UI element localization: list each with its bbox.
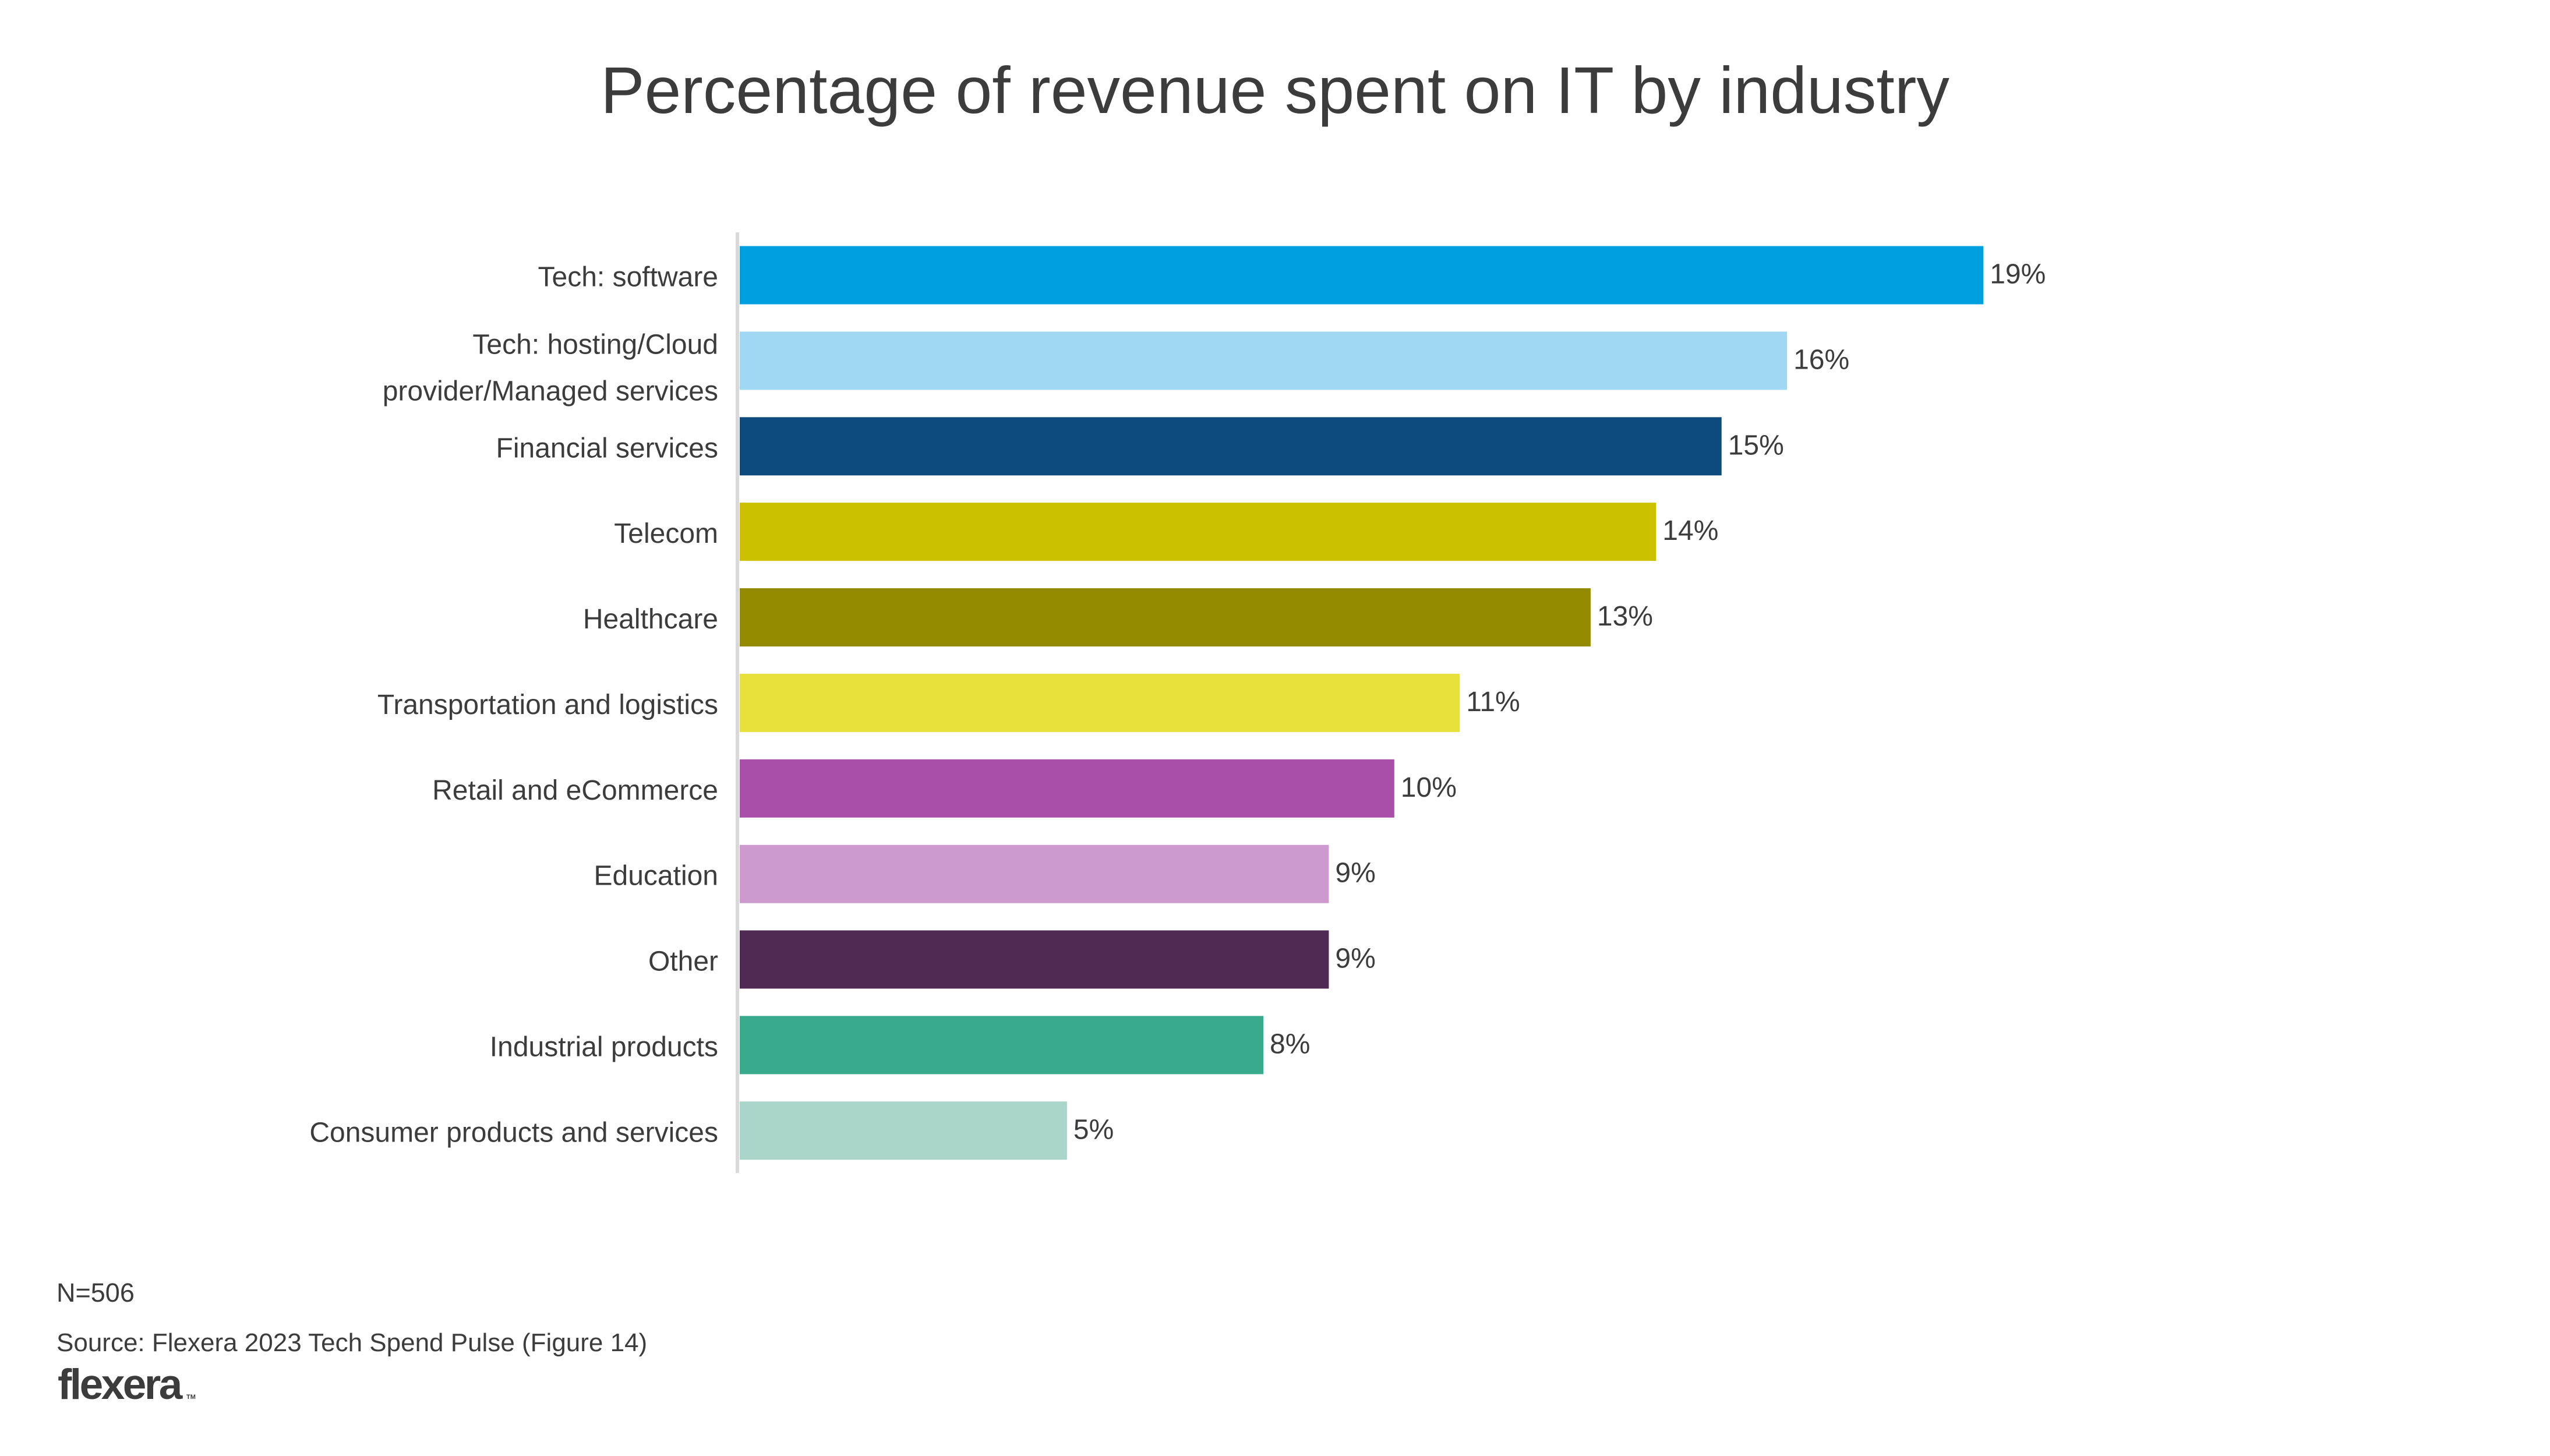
svg-text:5%: 5% (1073, 1114, 1114, 1145)
svg-text:Financial services: Financial services (496, 433, 718, 464)
svg-text:Education: Education (594, 861, 719, 892)
svg-text:9%: 9% (1335, 943, 1375, 974)
svg-text:14%: 14% (1662, 515, 1718, 546)
svg-text:Tech: software: Tech: software (538, 262, 718, 293)
svg-text:Transportation and logistics: Transportation and logistics (377, 690, 718, 720)
svg-text:Healthcare: Healthcare (583, 604, 718, 635)
svg-text:Telecom: Telecom (614, 518, 718, 549)
svg-text:19%: 19% (1990, 259, 2046, 290)
svg-text:13%: 13% (1597, 601, 1653, 632)
svg-text:9%: 9% (1335, 858, 1375, 889)
svg-text:Tech: hosting/Cloud: Tech: hosting/Cloud (472, 329, 718, 360)
svg-text:Source: Flexera 2023 Tech Spen: Source: Flexera 2023 Tech Spend Pulse (F… (56, 1328, 647, 1357)
svg-text:Consumer products and services: Consumer products and services (309, 1117, 718, 1148)
svg-text:11%: 11% (1466, 687, 1520, 718)
svg-text:15%: 15% (1728, 430, 1784, 461)
svg-text:16%: 16% (1793, 344, 1849, 375)
svg-text:TM: TM (186, 1394, 196, 1401)
svg-text:Percentage of revenue spent on: Percentage of revenue spent on IT by ind… (601, 54, 1949, 127)
svg-text:Industrial products: Industrial products (490, 1031, 718, 1062)
svg-text:N=506: N=506 (56, 1278, 135, 1307)
svg-text:provider/Managed services: provider/Managed services (383, 376, 718, 407)
svg-text:flexera: flexera (58, 1361, 183, 1408)
svg-text:Retail and eCommerce: Retail and eCommerce (432, 775, 718, 806)
svg-text:Other: Other (648, 946, 718, 977)
svg-text:8%: 8% (1270, 1029, 1310, 1059)
svg-text:10%: 10% (1401, 772, 1457, 803)
